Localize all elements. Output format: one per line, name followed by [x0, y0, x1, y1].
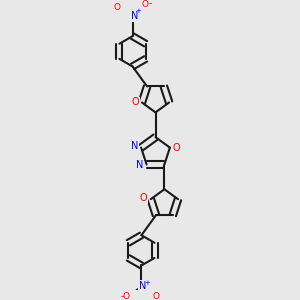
Text: -: - [120, 291, 124, 300]
Text: +: + [136, 8, 142, 14]
Text: N: N [139, 281, 146, 291]
Text: -: - [149, 0, 152, 8]
Text: N: N [130, 141, 138, 151]
Text: O: O [123, 292, 130, 300]
Text: O: O [141, 0, 148, 9]
Text: N: N [131, 11, 138, 20]
Text: N: N [136, 160, 143, 170]
Text: O: O [113, 3, 120, 12]
Text: O: O [131, 98, 139, 107]
Text: O: O [152, 292, 159, 300]
Text: +: + [145, 280, 150, 286]
Text: O: O [173, 142, 181, 153]
Text: O: O [139, 193, 147, 203]
